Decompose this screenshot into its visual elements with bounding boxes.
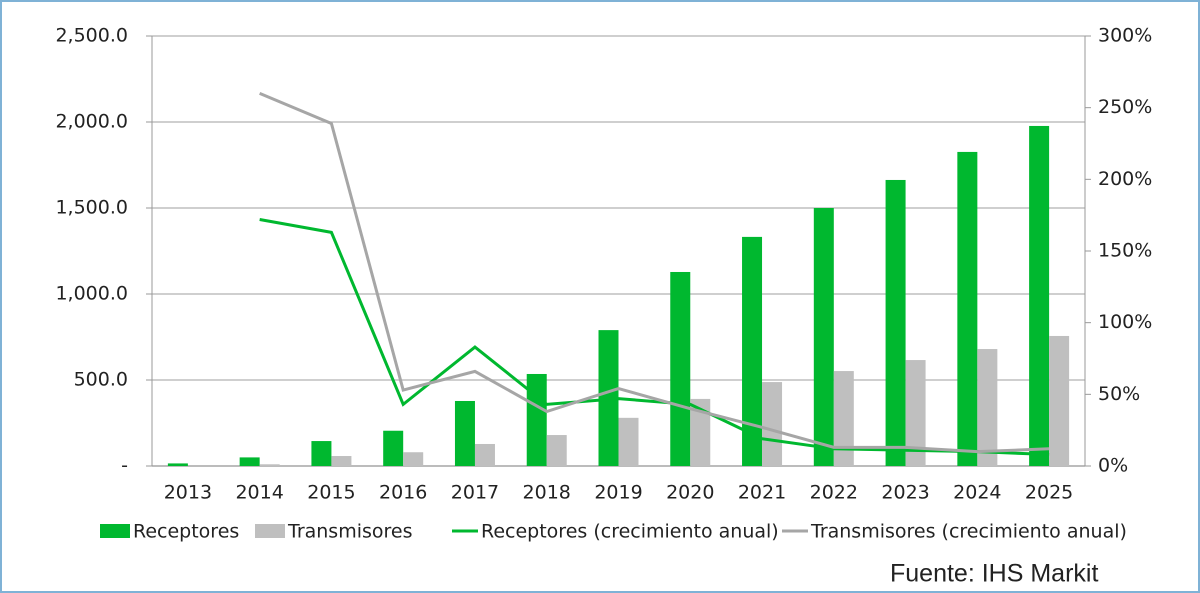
y-tick-label: 2,000.0	[55, 111, 128, 133]
source-note: Fuente: IHS Markit	[890, 560, 1098, 588]
bar	[167, 463, 188, 466]
legend-swatch	[255, 524, 285, 538]
x-tick-label: 2015	[307, 482, 355, 504]
y2-tick-label: 100%	[1098, 311, 1152, 333]
line-series	[259, 217, 1050, 457]
bar	[977, 349, 998, 466]
legend-label: Receptores (crecimiento anual)	[481, 521, 779, 543]
bar	[454, 400, 475, 466]
y2-tick-label: 300%	[1098, 25, 1152, 47]
x-tick-label: 2025	[1025, 482, 1073, 504]
bar	[690, 398, 711, 466]
y2-tick-label: 250%	[1098, 96, 1152, 118]
bar	[905, 360, 926, 466]
bar	[239, 457, 260, 466]
bar	[762, 382, 783, 466]
x-tick-label: 2016	[379, 482, 427, 504]
y-tick-label: 500.0	[74, 369, 128, 391]
bar	[546, 435, 567, 466]
x-tick-label: 2014	[235, 482, 283, 504]
y2-tick-label: 150%	[1098, 240, 1152, 262]
bar	[670, 271, 691, 466]
bar	[259, 464, 280, 466]
bar	[526, 373, 547, 466]
bar	[383, 430, 404, 466]
x-tick-label: 2013	[164, 482, 212, 504]
bar	[957, 151, 978, 467]
bar	[1029, 125, 1050, 467]
y2-tick-label: 200%	[1098, 168, 1152, 190]
x-tick-label: 2019	[594, 482, 642, 504]
legend-swatch	[100, 524, 130, 538]
legend-label: Receptores	[133, 521, 239, 543]
bar	[813, 208, 834, 466]
x-tick-label: 2020	[666, 482, 714, 504]
y-tick-label: 1,000.0	[55, 283, 128, 305]
y2-tick-label: 0%	[1098, 455, 1128, 477]
x-tick-label: 2022	[810, 482, 858, 504]
x-tick-label: 2018	[523, 482, 571, 504]
bar	[1049, 335, 1070, 466]
line-series	[259, 91, 1050, 454]
x-tick-label: 2023	[881, 482, 929, 504]
y2-tick-label: 50%	[1098, 383, 1140, 405]
legend-label: Transmisores	[287, 521, 413, 543]
bar	[885, 179, 906, 467]
y-tick-label: -	[121, 455, 128, 477]
x-tick-label: 2021	[738, 482, 786, 504]
legend-label: Transmisores (crecimiento anual)	[810, 521, 1127, 543]
bar	[618, 417, 639, 466]
y-tick-label: 2,500.0	[55, 25, 128, 47]
x-tick-label: 2024	[953, 482, 1001, 504]
bar	[311, 441, 332, 466]
bar	[331, 456, 352, 466]
y-tick-label: 1,500.0	[55, 197, 128, 219]
x-tick-label: 2017	[451, 482, 499, 504]
bar	[833, 371, 854, 466]
bar	[474, 443, 495, 466]
bar	[742, 236, 763, 466]
bar	[403, 452, 424, 466]
